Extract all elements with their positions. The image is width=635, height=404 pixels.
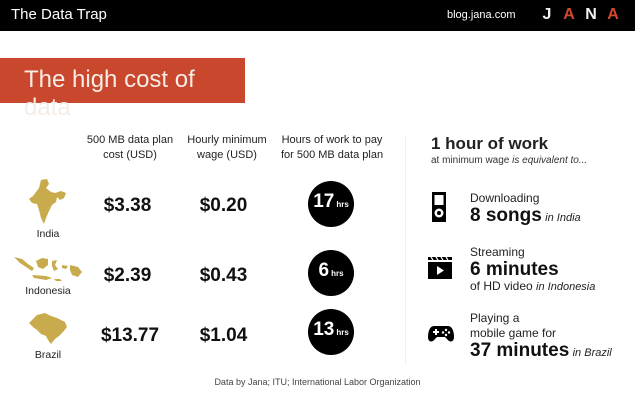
fact-country: in India	[545, 212, 581, 224]
country-label: Indonesia	[25, 285, 71, 297]
fact-country: in Indonesia	[536, 281, 596, 293]
brazil-map-icon	[29, 313, 67, 344]
video-clapper-icon	[428, 257, 452, 279]
fact-gaming: Playing a mobile game for 37 minutes in …	[470, 311, 612, 361]
section-banner: The high cost of data	[0, 58, 245, 121]
fact-line: Streaming	[470, 245, 525, 259]
header-line: for 500 MB data plan	[280, 149, 384, 161]
column-header-plan-cost: 500 MB data plan cost (USD)	[80, 133, 180, 163]
column-header-min-wage: Hourly minimum wage (USD)	[177, 133, 277, 163]
header-line: cost (USD)	[103, 149, 157, 161]
sidebar-subtitle: at minimum wage is equivalent to...	[431, 155, 587, 166]
column-header-hours: Hours of work to pay for 500 MB data pla…	[272, 133, 392, 163]
hours-value: 17	[313, 191, 335, 212]
country-label: India	[36, 228, 60, 240]
country-india: India	[18, 178, 78, 240]
plan-cost-india: $3.38	[103, 195, 152, 216]
music-player-icon	[432, 192, 446, 222]
hours-badge-brazil: 13 hrs	[308, 309, 354, 355]
logo-letter: A	[563, 6, 575, 23]
min-wage-indonesia: $0.43	[199, 265, 248, 286]
header-line: Hourly minimum	[187, 134, 267, 146]
fact-highlight: 37 minutes	[470, 340, 570, 361]
hours-unit: hrs	[336, 328, 349, 337]
country-label: Brazil	[34, 349, 62, 361]
vertical-divider	[405, 136, 406, 364]
subtitle-italic: is equivalent to...	[512, 155, 588, 166]
fact-streaming: Streaming 6 minutes of HD video in Indon…	[470, 245, 595, 295]
header-line: wage (USD)	[197, 149, 257, 161]
logo-letter: N	[585, 6, 597, 23]
fact-downloading: Downloading 8 songs in India	[470, 191, 581, 226]
hours-unit: hrs	[331, 269, 344, 278]
logo-letter: J	[542, 6, 552, 23]
plan-cost-brazil: $13.77	[100, 325, 160, 346]
hours-unit: hrs	[336, 200, 349, 209]
hours-value: 13	[313, 319, 335, 340]
fact-line: mobile game for	[470, 326, 557, 340]
blog-url: blog.jana.com	[447, 9, 516, 21]
fact-line: of HD video	[470, 279, 533, 293]
fact-line: Downloading	[470, 191, 540, 205]
game-controller-icon	[428, 326, 454, 342]
country-indonesia: Indonesia	[10, 255, 86, 297]
indonesia-map-icon	[14, 257, 82, 281]
country-brazil: Brazil	[18, 312, 78, 361]
source-credit: Data by Jana; ITU; International Labor O…	[214, 377, 421, 387]
sidebar-title: 1 hour of work	[431, 134, 549, 153]
header-line: 500 MB data plan	[86, 134, 174, 146]
hours-value: 6	[318, 260, 330, 281]
fact-highlight: 6 minutes	[470, 259, 559, 280]
header-line: Hours of work to pay	[281, 134, 383, 146]
fact-country: in Brazil	[572, 347, 612, 359]
min-wage-brazil: $1.04	[199, 325, 248, 346]
banner-title: The high cost of data	[24, 66, 195, 121]
hours-badge-indonesia: 6 hrs	[308, 250, 354, 296]
fact-highlight: 8 songs	[470, 205, 542, 226]
logo-letter: A	[607, 6, 619, 23]
subtitle-plain: at minimum wage	[431, 155, 513, 166]
plan-cost-indonesia: $2.39	[103, 265, 152, 286]
page-title: The Data Trap	[11, 6, 107, 23]
fact-line: Playing a	[470, 311, 520, 325]
india-map-icon	[29, 179, 66, 224]
min-wage-india: $0.20	[199, 195, 248, 216]
hours-badge-india: 17 hrs	[308, 181, 354, 227]
